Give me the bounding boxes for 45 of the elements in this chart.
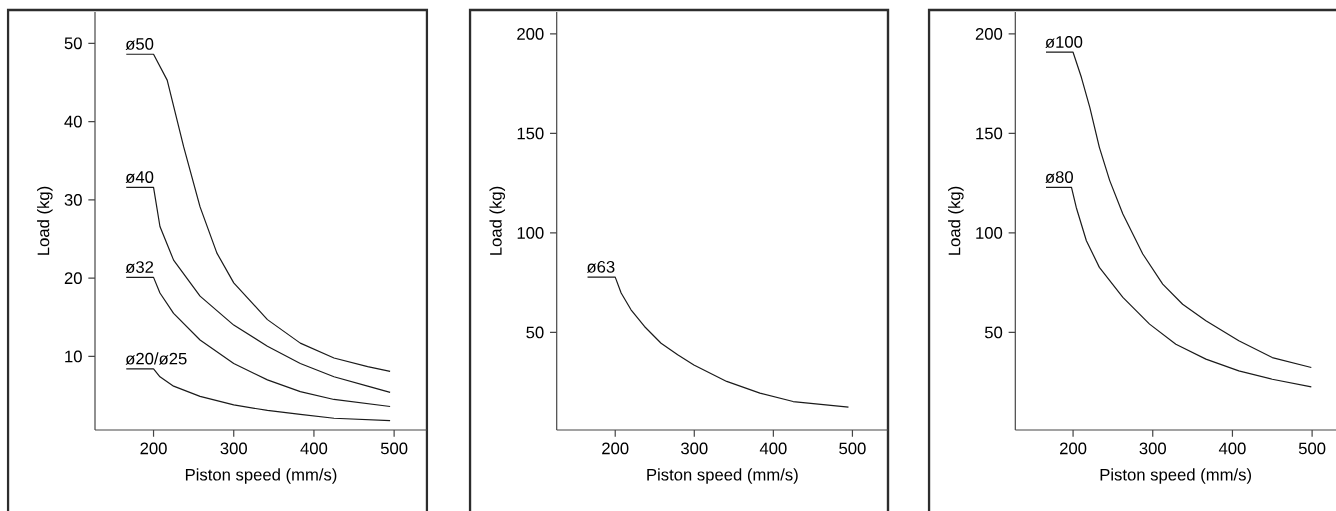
x-tick-label: 200 [1060,442,1087,455]
series-label: ø32 [125,261,154,274]
x-tick-label: 300 [681,442,708,455]
y-tick-label: 100 [976,227,1003,239]
series-label: ø80 [1045,171,1073,184]
x-tick-label: 400 [1218,442,1246,455]
y-tick-label: 30 [64,193,82,206]
x-axis-title: Piston speed (mm/s) [1100,468,1252,484]
x-axis-title: Piston speed (mm/s) [647,468,798,484]
line-series [125,276,391,408]
y-axis-title: Load (kg) [37,186,53,255]
y-tick-label: 50 [526,326,544,339]
y-tick-label: 50 [64,37,82,50]
series-label: ø63 [586,260,615,273]
y-tick-label: 50 [984,326,1003,339]
line-series [1045,186,1312,388]
y-tick-label: 150 [517,127,544,140]
series-label: ø20/ø25 [125,352,187,365]
line-series [125,53,391,372]
line-series [1045,51,1312,369]
x-tick-label: 300 [1139,442,1166,455]
y-axis-title: Load (kg) [489,186,506,255]
line-series [125,186,391,394]
line-series [586,276,850,408]
y-tick-label: 100 [517,227,544,239]
y-tick-label: 20 [64,272,82,285]
x-tick-label: 500 [839,442,866,455]
x-tick-label: 500 [1298,442,1326,455]
series-label: ø100 [1045,36,1083,48]
y-tick-label: 200 [517,28,544,40]
series-label: ø50 [125,38,154,50]
x-tick-label: 200 [602,442,629,455]
y-tick-label: 200 [975,28,1003,40]
y-tick-label: 150 [976,127,1003,140]
x-tick-label: 400 [759,442,787,455]
y-tick-label: 40 [64,115,82,128]
series-label: ø40 [125,171,154,184]
x-tick-label: 400 [300,442,328,455]
y-tick-label: 10 [65,350,82,363]
x-tick-label: 300 [220,442,247,455]
line-series [125,368,391,422]
y-axis-title: Load (kg) [948,186,964,255]
x-axis-title: Piston speed (mm/s) [185,468,337,484]
x-tick-label: 200 [140,442,167,455]
x-tick-label: 500 [380,442,408,455]
